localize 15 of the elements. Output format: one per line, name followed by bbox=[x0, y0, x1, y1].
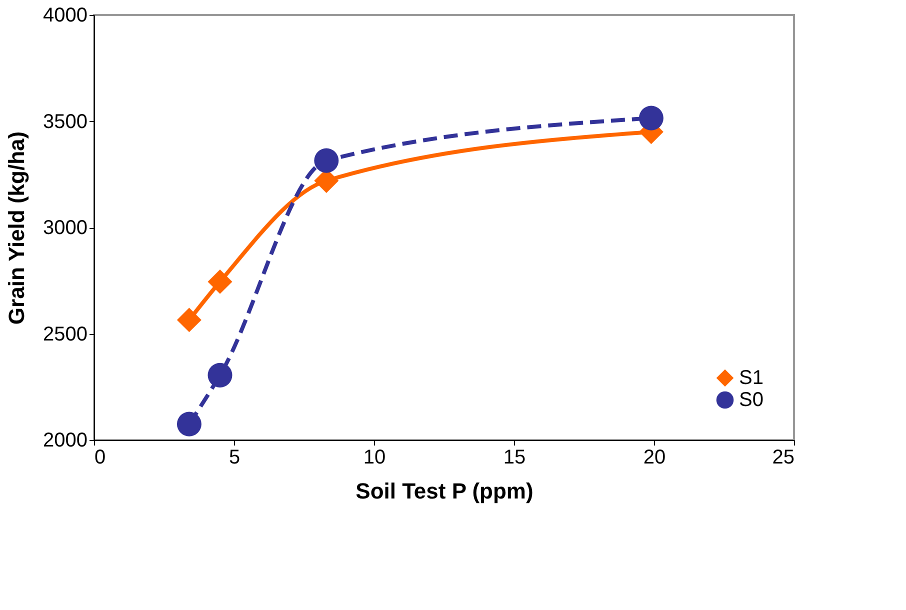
x-axis-title: Soil Test P (ppm) bbox=[356, 478, 534, 504]
y-axis-title: Grain Yield (kg/ha) bbox=[4, 131, 30, 325]
y-tick-label: 3500 bbox=[43, 110, 88, 133]
y-tick-label: 2500 bbox=[43, 323, 88, 346]
y-tick-label: 2000 bbox=[43, 430, 88, 452]
x-tick-label: 20 bbox=[643, 446, 666, 468]
y-tick-label: 3000 bbox=[43, 217, 88, 239]
x-tick-label: 5 bbox=[228, 446, 240, 468]
x-tick-label: 15 bbox=[503, 446, 526, 468]
x-tick-label: 10 bbox=[363, 446, 386, 468]
x-tick-label: 0 bbox=[94, 446, 106, 468]
y-tick-label: 4000 bbox=[43, 4, 88, 26]
legend-label: S0 bbox=[739, 389, 764, 411]
legend-label: S1 bbox=[739, 367, 764, 389]
x-tick-label: 25 bbox=[772, 446, 794, 468]
